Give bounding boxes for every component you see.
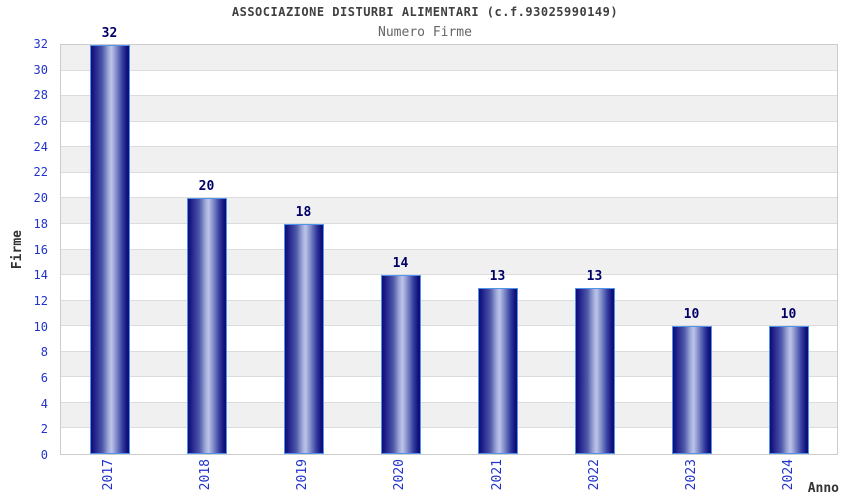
y-tick-label: 30 [33, 62, 48, 77]
gridline [61, 197, 837, 199]
gridline [61, 376, 837, 378]
gridline [61, 401, 837, 403]
plot-band [61, 45, 837, 71]
bar-value-label: 13 [489, 268, 506, 284]
plot-band [61, 377, 837, 403]
gridline [61, 350, 837, 352]
plot-band [61, 198, 837, 224]
x-tick-label: 2018 [197, 459, 213, 491]
y-tick-label: 26 [33, 114, 48, 129]
chart-subtitle: Numero Firme [378, 25, 472, 40]
gridline [61, 95, 837, 97]
x-tick-label: 2019 [295, 459, 311, 491]
y-tick-label: 14 [33, 268, 48, 283]
x-tick-label: 2021 [489, 459, 505, 491]
x-axis-title: Anno [807, 481, 839, 496]
chart-title: ASSOCIAZIONE DISTURBI ALIMENTARI (c.f.93… [231, 5, 619, 19]
bar-value-label: 14 [392, 256, 409, 272]
y-tick-label: 22 [33, 165, 48, 180]
y-axis: 0 2 4 6 8 10 12 14 16 18 20 22 24 26 28 30 32 [0, 37, 54, 462]
x-tick-label: 2017 [100, 459, 116, 491]
plot-area: 32 20 18 14 13 13 10 10 [60, 26, 838, 455]
gridline [61, 120, 837, 122]
plot-band [61, 275, 837, 301]
x-tick-label: 2024 [781, 459, 797, 491]
bar-2024 [768, 326, 809, 454]
plot-band [61, 249, 837, 276]
y-tick-label: 10 [33, 319, 48, 334]
y-tick-label: 16 [33, 242, 48, 257]
plot-band [61, 71, 837, 97]
plot-band [61, 147, 837, 173]
bar-value-label: 10 [683, 307, 700, 323]
x-axis: 2017 2018 2019 2020 2021 2022 2023 2024 [60, 457, 838, 500]
bar-value-label: 10 [780, 307, 797, 323]
x-tick-label: 2023 [684, 459, 700, 491]
bar-value-label: 20 [198, 179, 215, 195]
gridline [61, 171, 837, 173]
plot-band [61, 122, 837, 148]
gridline [61, 248, 837, 250]
y-tick-label: 20 [33, 191, 48, 206]
bar-2022 [574, 287, 615, 454]
bar-2018 [186, 198, 227, 454]
y-tick-label: 24 [33, 139, 48, 154]
x-tick-label: 2022 [586, 459, 602, 491]
y-tick-label: 0 [40, 448, 48, 462]
y-tick-label: 28 [33, 88, 48, 103]
gridline [61, 274, 837, 276]
plot-band [61, 96, 837, 122]
bar-2017 [89, 45, 130, 454]
y-tick-label: 2 [40, 422, 48, 437]
plot-band [61, 428, 837, 454]
gridline [61, 325, 837, 327]
bar-2021 [477, 287, 518, 454]
bar-2020 [380, 275, 421, 454]
y-tick-label: 12 [33, 293, 48, 308]
plot-band [61, 173, 837, 199]
bar-value-label: 13 [586, 268, 603, 284]
gridline [61, 69, 837, 71]
y-tick-label: 8 [40, 345, 48, 360]
y-tick-label: 18 [33, 216, 48, 231]
plot-band [61, 224, 837, 250]
gridline [61, 222, 837, 224]
y-tick-label: 4 [40, 396, 48, 411]
gridline [61, 427, 837, 429]
gridline [61, 146, 837, 148]
bar-2023 [671, 326, 712, 454]
gridline [61, 299, 837, 301]
plot-band [61, 402, 837, 429]
y-tick-label: 32 [33, 37, 48, 51]
plot-band [61, 351, 837, 378]
plot-band [61, 326, 837, 352]
bar-2019 [283, 223, 324, 454]
x-tick-label: 2020 [392, 459, 408, 491]
y-tick-label: 6 [40, 370, 48, 385]
bar-value-label: 18 [295, 204, 312, 220]
bar-value-label: 32 [101, 26, 118, 41]
plot-band [61, 300, 837, 327]
